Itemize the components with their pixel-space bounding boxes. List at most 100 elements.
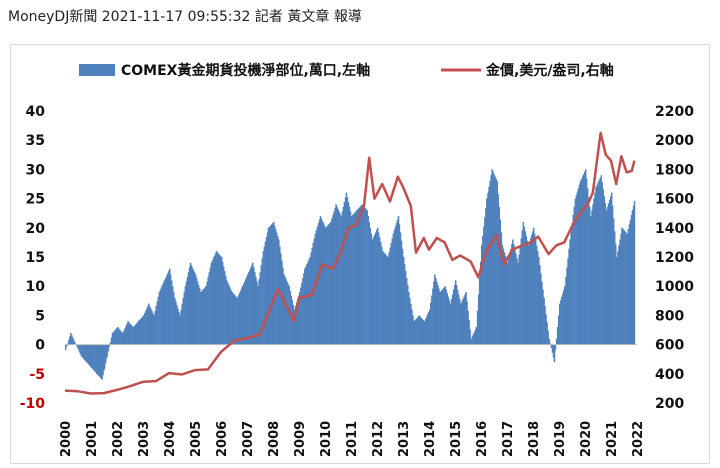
x-tick-label: 2013 <box>397 421 412 457</box>
bar <box>434 274 436 345</box>
bar <box>386 255 388 345</box>
bar <box>171 280 173 345</box>
bar <box>175 301 177 345</box>
right-tick-label: 400 <box>655 367 684 383</box>
bar <box>583 171 586 345</box>
bar <box>80 344 82 357</box>
bar <box>597 182 599 345</box>
x-tick-label: 2019 <box>553 421 568 457</box>
bar <box>238 293 241 345</box>
bar <box>482 235 484 345</box>
bar <box>426 314 429 345</box>
bar <box>577 188 580 345</box>
bar <box>107 344 109 352</box>
bar <box>330 221 332 345</box>
bar <box>368 221 371 345</box>
bar <box>502 248 505 345</box>
bar <box>621 227 623 345</box>
bar <box>189 262 192 345</box>
bar <box>337 209 339 345</box>
bar <box>523 226 525 345</box>
bar <box>290 295 293 345</box>
bar <box>598 179 600 345</box>
bar <box>218 254 221 345</box>
bar <box>452 289 455 345</box>
bar <box>349 211 352 345</box>
bar <box>182 297 184 345</box>
bar <box>260 265 262 345</box>
bar <box>528 241 531 345</box>
bar <box>463 296 465 345</box>
bar <box>498 206 501 345</box>
bar <box>89 344 92 367</box>
bar <box>389 247 391 345</box>
bar <box>305 266 307 345</box>
bar <box>571 223 573 345</box>
left-tick-label: 35 <box>26 133 45 149</box>
bar <box>190 265 193 345</box>
bar <box>456 285 458 345</box>
bar <box>468 320 470 345</box>
bar <box>585 169 587 345</box>
bar <box>304 268 306 345</box>
bar <box>233 294 235 345</box>
bar <box>587 188 589 345</box>
bar <box>455 280 457 345</box>
bar <box>499 219 502 345</box>
bar <box>263 246 265 345</box>
bar <box>319 216 322 345</box>
bar <box>593 198 595 345</box>
bar <box>360 205 362 345</box>
bar <box>126 323 128 345</box>
bar <box>449 303 452 345</box>
bar <box>351 216 353 345</box>
bar <box>605 210 608 345</box>
bar <box>139 318 142 345</box>
bar <box>606 206 609 345</box>
bar <box>604 203 607 345</box>
bar <box>543 297 545 345</box>
bar <box>557 315 560 345</box>
bar <box>395 223 398 345</box>
bar <box>129 323 131 345</box>
bar <box>341 211 343 345</box>
bar <box>567 258 569 345</box>
bar <box>128 322 130 345</box>
bar <box>343 202 346 345</box>
bar <box>261 258 263 345</box>
bar <box>548 338 550 345</box>
bar <box>497 193 499 345</box>
bar <box>141 316 144 345</box>
bar <box>372 237 375 345</box>
bar <box>369 227 372 345</box>
bar <box>409 297 411 345</box>
bar <box>151 310 153 345</box>
bar <box>131 325 133 345</box>
bar <box>76 344 78 347</box>
bar <box>216 252 219 345</box>
bar <box>73 339 75 345</box>
bar <box>288 286 290 345</box>
bar <box>599 177 601 345</box>
bar <box>316 226 319 345</box>
bar <box>299 292 301 345</box>
bar <box>531 231 534 345</box>
bar <box>361 204 363 345</box>
bar <box>137 321 140 345</box>
bar <box>249 269 251 345</box>
bar <box>448 300 451 345</box>
bar <box>399 232 402 345</box>
bar <box>559 303 561 345</box>
bar <box>148 303 150 345</box>
bar <box>479 261 482 345</box>
bar <box>560 300 562 345</box>
bar <box>436 281 438 345</box>
bar <box>348 206 351 345</box>
bar <box>352 214 354 345</box>
bar <box>286 281 288 345</box>
bar <box>394 226 397 345</box>
bar <box>108 344 111 347</box>
bar <box>65 344 67 351</box>
bar <box>453 285 456 345</box>
bar <box>549 343 551 345</box>
